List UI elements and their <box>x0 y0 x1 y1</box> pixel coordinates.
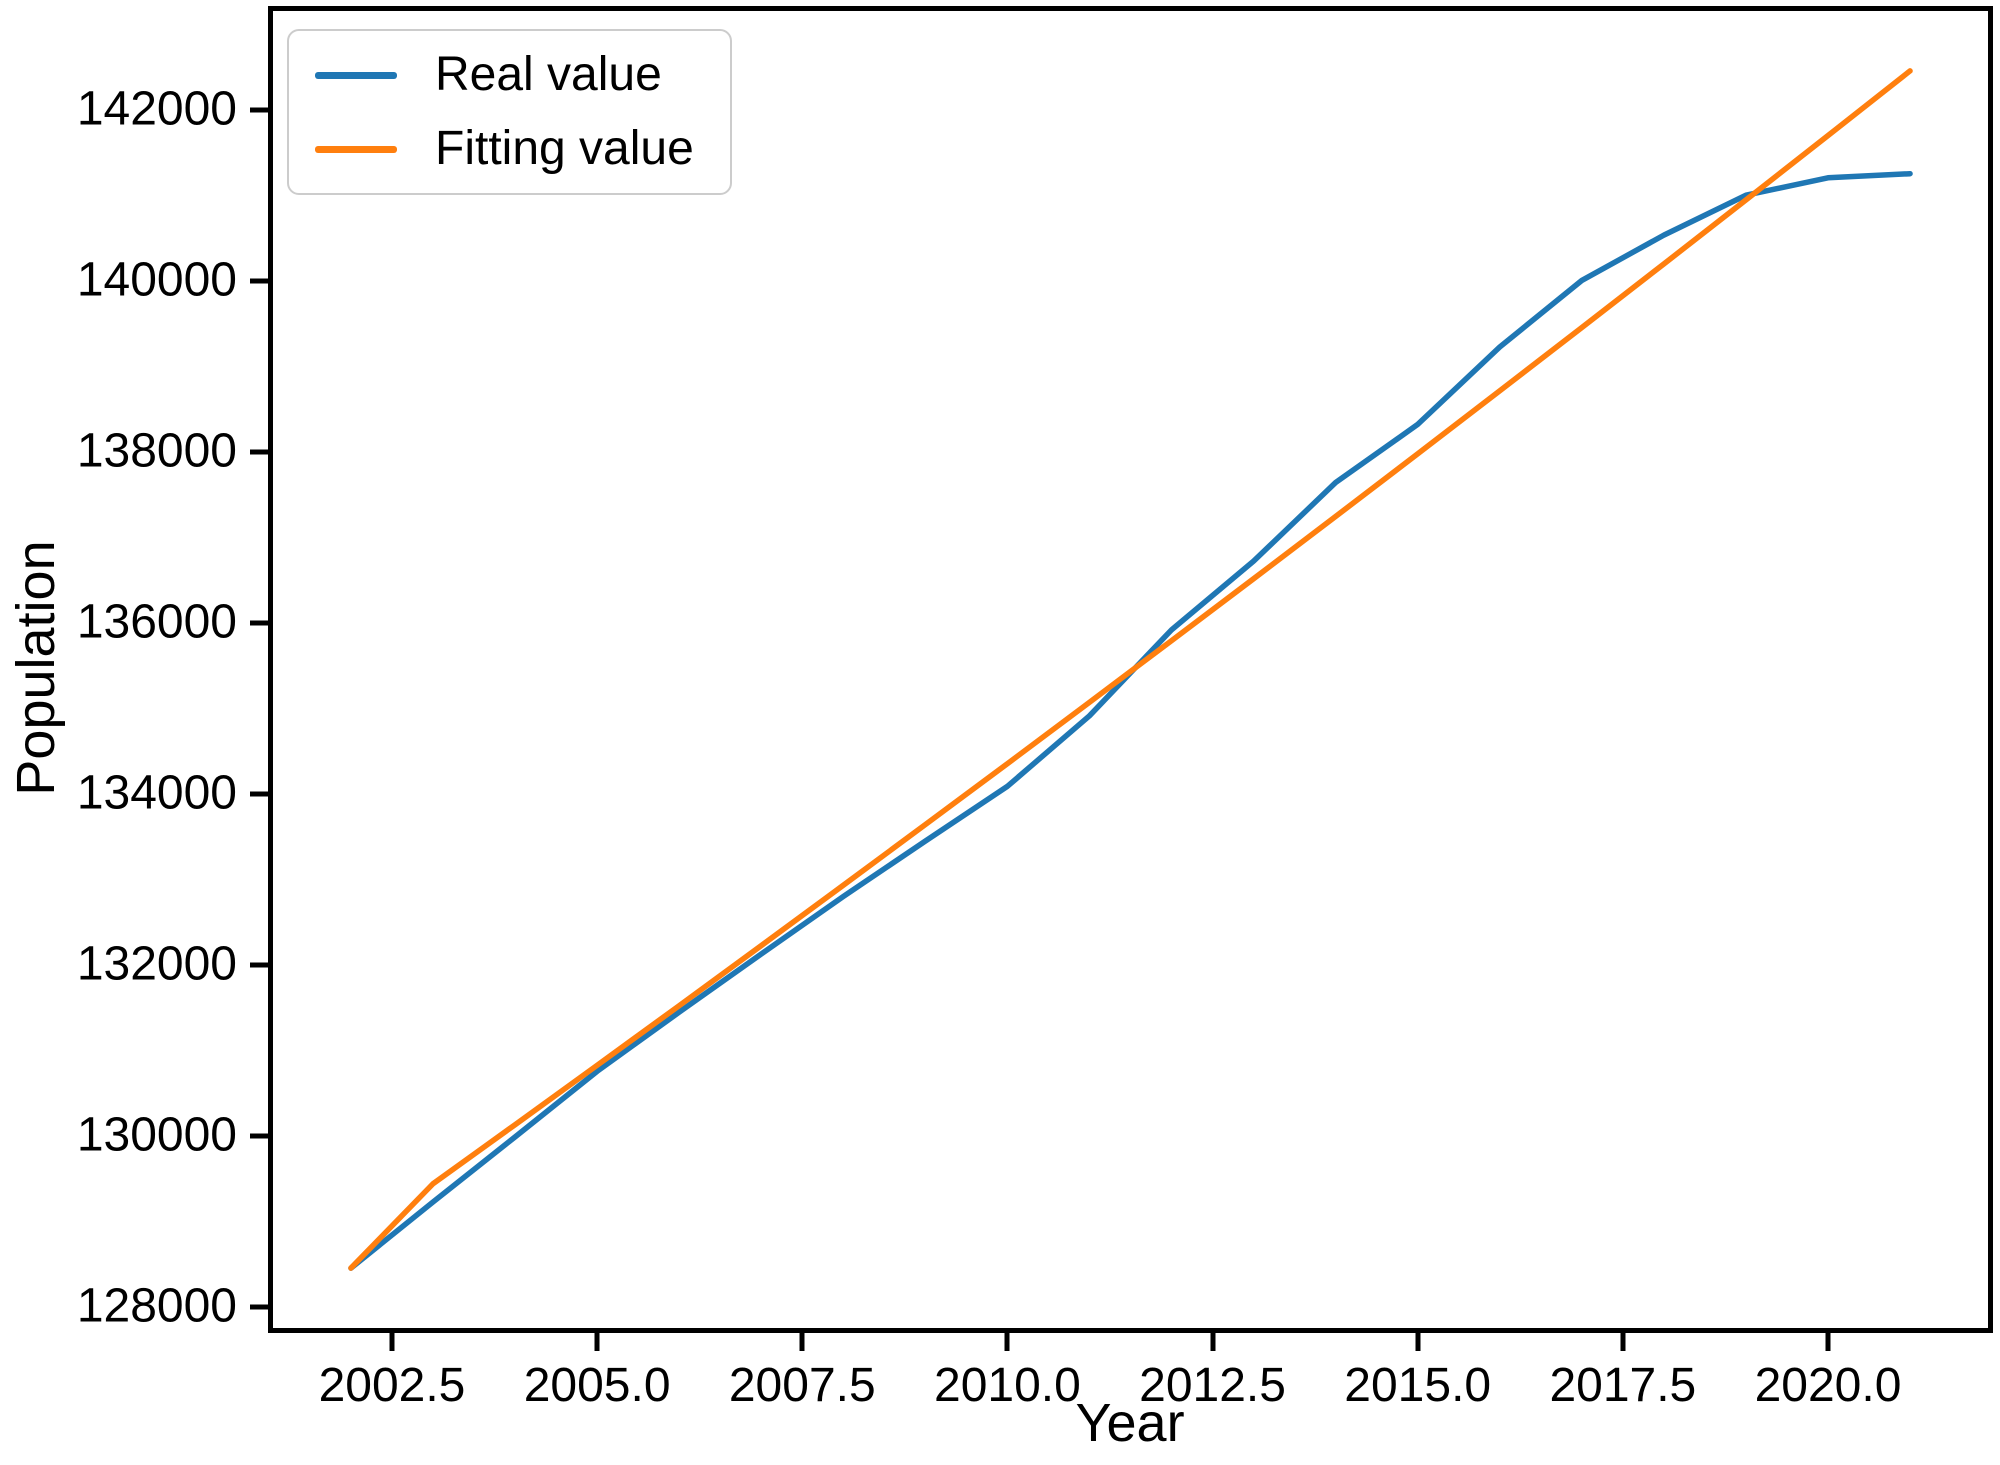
x-tick-mark <box>389 1333 395 1351</box>
y-tick-mark <box>250 1304 268 1310</box>
y-tick-mark <box>250 278 268 284</box>
real-value-line <box>348 170 1913 1271</box>
fitting-value-line <box>348 68 1913 1271</box>
x-tick-label: 2015.0 <box>1344 1359 1492 1412</box>
x-tick-mark <box>1004 1333 1010 1351</box>
y-tick-label: 132000 <box>76 937 237 991</box>
chart-lines <box>348 68 1913 1271</box>
y-tick-mark <box>250 791 268 797</box>
y-tick-label: 136000 <box>76 595 237 649</box>
x-tick-label: 2002.5 <box>318 1359 466 1412</box>
legend-label: Real value <box>435 48 662 101</box>
x-tick-label: 2005.0 <box>523 1359 671 1412</box>
x-tick-mark <box>799 1333 805 1351</box>
y-tick-label: 138000 <box>76 424 237 478</box>
x-tick-label: 2007.5 <box>728 1359 876 1412</box>
y-tick-label: 130000 <box>76 1108 237 1162</box>
x-tick-mark <box>1415 1333 1421 1351</box>
y-tick-label: 128000 <box>76 1279 237 1333</box>
x-tick-mark <box>1210 1333 1216 1351</box>
x-tick-mark <box>1825 1333 1831 1351</box>
x-tick-label: 2010.0 <box>934 1359 1081 1412</box>
legend-label: Fitting value <box>435 122 694 175</box>
legend-entry-real-value: Real value <box>315 51 694 99</box>
y-tick-label: 142000 <box>76 83 237 137</box>
x-tick-label: 2012.5 <box>1139 1359 1286 1412</box>
x-axis-label: Year <box>1075 1393 1185 1453</box>
y-tick-mark <box>250 107 268 113</box>
y-tick-mark <box>250 962 268 968</box>
legend: Real value Fitting value <box>287 29 732 195</box>
fitting-value-line-swatch-icon <box>315 145 397 153</box>
x-tick-label: 2020.0 <box>1754 1359 1902 1412</box>
y-axis-label: Population <box>6 540 66 796</box>
y-tick-label: 134000 <box>76 766 237 820</box>
legend-entry-fitting-value: Fitting value <box>315 125 694 173</box>
y-tick-label: 140000 <box>76 253 237 307</box>
real-value-line-swatch-icon <box>315 71 397 79</box>
plot-area: 2002.5 2005.0 2007.5 2010.0 2012.5 2015.0 2017… <box>77 6 1993 1412</box>
y-tick-mark <box>250 1133 268 1139</box>
y-tick-mark <box>250 620 268 626</box>
x-tick-label: 2017.5 <box>1549 1359 1697 1412</box>
x-tick-mark <box>594 1333 600 1351</box>
y-tick-mark <box>250 449 268 455</box>
x-tick-mark <box>1620 1333 1626 1351</box>
